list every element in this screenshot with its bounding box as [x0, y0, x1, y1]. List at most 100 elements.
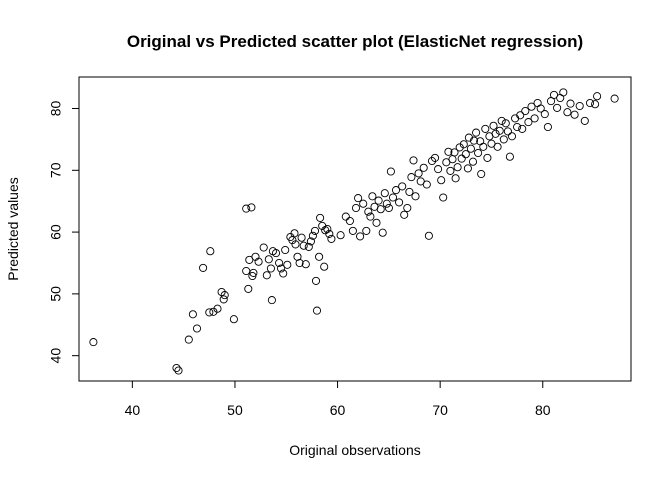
data-point	[566, 99, 575, 108]
data-point	[411, 192, 420, 201]
data-point	[192, 324, 202, 333]
data-point	[450, 148, 459, 157]
data-point	[419, 163, 428, 172]
data-point	[540, 110, 549, 119]
data-point	[89, 338, 98, 347]
data-point	[354, 194, 363, 203]
data-point	[311, 276, 321, 285]
data-point	[316, 213, 325, 222]
data-point	[291, 240, 300, 249]
x-tick-label: 70	[432, 402, 448, 418]
data-point	[362, 226, 371, 235]
data-point	[388, 193, 398, 202]
data-point	[457, 154, 466, 163]
x-tick-label: 50	[227, 402, 243, 418]
data-point	[451, 174, 460, 183]
data-point	[249, 268, 258, 277]
data-point	[372, 218, 381, 227]
data-point	[386, 167, 395, 176]
data-point	[530, 114, 539, 123]
data-point	[325, 229, 334, 238]
data-point	[259, 243, 268, 252]
data-point	[395, 198, 404, 207]
data-point	[422, 180, 431, 189]
data-point	[407, 173, 416, 182]
data-point	[279, 269, 288, 278]
data-point	[301, 260, 310, 269]
data-point	[424, 231, 433, 240]
data-point	[503, 127, 512, 136]
data-point	[391, 186, 401, 195]
data-point	[591, 100, 600, 109]
data-point	[315, 252, 324, 261]
x-axis-label: Original observations	[289, 442, 421, 458]
data-point	[254, 257, 263, 266]
data-point	[368, 192, 377, 201]
data-point	[499, 135, 508, 144]
data-point	[444, 147, 453, 156]
data-point	[469, 136, 479, 145]
data-point	[356, 232, 365, 241]
data-point	[283, 260, 292, 269]
y-axis-label: Predicted values	[5, 177, 21, 281]
data-point	[437, 176, 446, 185]
y-tick-label: 40	[48, 348, 64, 364]
data-point	[430, 153, 440, 162]
data-point	[479, 142, 488, 151]
data-point	[336, 231, 345, 240]
data-point	[405, 187, 414, 196]
data-point	[536, 104, 545, 113]
data-point	[378, 228, 387, 237]
data-point	[580, 116, 589, 125]
data-point	[266, 264, 275, 273]
data-point	[306, 237, 315, 246]
data-point	[267, 296, 276, 305]
data-point	[481, 124, 490, 133]
data-point	[543, 122, 552, 132]
data-point	[242, 204, 251, 213]
data-point	[271, 249, 281, 258]
data-point	[585, 98, 595, 108]
data-point	[199, 263, 208, 272]
data-point	[501, 119, 510, 128]
data-point	[310, 226, 320, 235]
y-tick-label: 80	[48, 101, 64, 117]
data-points	[89, 88, 619, 375]
data-point	[384, 203, 393, 213]
data-point	[459, 140, 468, 149]
data-point	[477, 169, 486, 179]
data-point	[327, 234, 336, 243]
data-point	[247, 203, 256, 212]
chart-title: Original vs Predicted scatter plot (Elas…	[127, 32, 583, 51]
data-point	[299, 241, 308, 250]
x-tick-label: 60	[330, 402, 346, 418]
data-point	[242, 266, 251, 276]
y-tick-label: 70	[48, 162, 64, 178]
data-point	[275, 258, 284, 268]
data-point	[351, 203, 361, 213]
data-point	[497, 116, 506, 125]
data-point	[533, 98, 542, 108]
data-point	[439, 193, 448, 202]
data-point	[403, 203, 412, 213]
data-point	[527, 102, 536, 111]
data-point	[513, 122, 522, 132]
plot-frame	[78, 76, 632, 382]
data-point	[570, 110, 579, 119]
data-point	[295, 258, 304, 268]
data-point	[453, 163, 462, 172]
data-point	[610, 94, 619, 103]
y-tick-label: 50	[48, 286, 64, 302]
data-point	[281, 245, 290, 255]
data-point	[493, 142, 502, 151]
data-point	[468, 157, 478, 166]
y-axis: 40 50 60 70 80	[48, 101, 80, 364]
data-point	[297, 233, 306, 242]
data-point	[518, 124, 527, 133]
x-tick-label: 40	[125, 402, 141, 418]
data-point	[559, 88, 568, 97]
data-point	[188, 310, 197, 319]
y-tick-label: 60	[48, 224, 64, 240]
data-point	[341, 212, 350, 221]
data-point	[434, 165, 443, 174]
